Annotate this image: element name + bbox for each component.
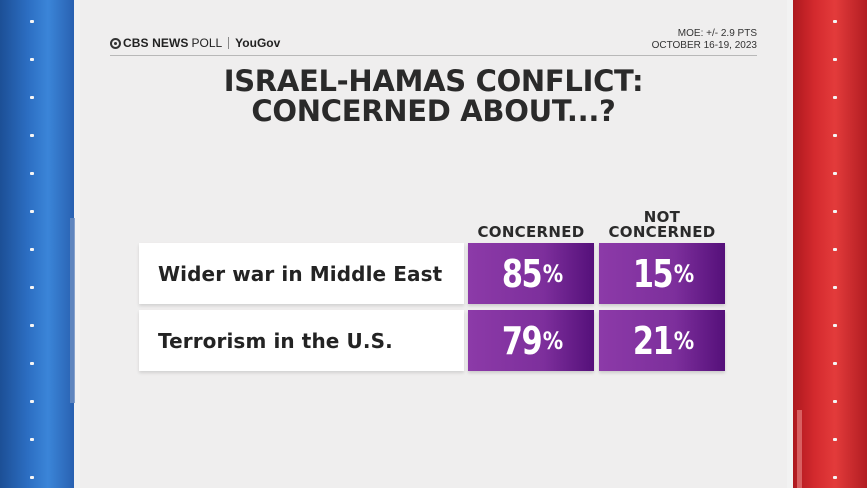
column-header: NOT CONCERNED xyxy=(599,210,725,240)
stripe-pin xyxy=(30,324,34,327)
stripe-pin xyxy=(30,248,34,251)
stripe-pin xyxy=(833,58,837,61)
percent-sign: % xyxy=(543,259,564,288)
left-stripe-edge xyxy=(74,0,80,488)
stripe-pin xyxy=(30,20,34,23)
poll-panel: CBS NEWS POLL YouGov MOE: +/- 2.9 PTS OC… xyxy=(80,0,787,488)
row-label: Terrorism in the U.S. xyxy=(139,310,464,371)
row-label-text: Wider war in Middle East xyxy=(158,261,443,286)
stripe-pin xyxy=(30,96,34,99)
header-divider xyxy=(110,55,757,56)
stripe-pin xyxy=(833,476,837,479)
row-label: Wider war in Middle East xyxy=(139,243,464,304)
stripe-pin xyxy=(833,210,837,213)
value-number: 79 xyxy=(501,318,542,363)
stripe-pin xyxy=(833,248,837,251)
cbs-news-poll-logo: CBS NEWS POLL YouGov xyxy=(110,35,280,51)
margin-of-error: MOE: +/- 2.9 PTS xyxy=(677,28,757,39)
value-cell: 85% xyxy=(468,243,594,304)
stripe-pin xyxy=(30,172,34,175)
stripe-pin xyxy=(30,438,34,441)
stripe-pin xyxy=(30,134,34,137)
poll-dates: OCTOBER 16-19, 2023 xyxy=(651,40,757,51)
left-stripe-decoration xyxy=(0,0,80,488)
brand-cbs-text: CBS NEWS xyxy=(123,36,189,50)
chart-title: ISRAEL-HAMAS CONFLICT: CONCERNED ABOUT..… xyxy=(80,66,787,126)
brand-poll-text: POLL xyxy=(191,36,223,50)
stripe-pin xyxy=(30,210,34,213)
stripe-pin xyxy=(833,438,837,441)
column-header: CONCERNED xyxy=(468,225,594,240)
right-stripe-bar xyxy=(797,410,802,488)
row-label-text: Terrorism in the U.S. xyxy=(158,328,393,353)
column-header-line: NOT xyxy=(643,208,681,226)
stripe-pin xyxy=(30,286,34,289)
value-cell: 21% xyxy=(599,310,725,371)
stripe-pin xyxy=(833,172,837,175)
percent-sign: % xyxy=(674,326,695,355)
yougov-logo: YouGov xyxy=(235,36,281,50)
title-line-1: ISRAEL-HAMAS CONFLICT: xyxy=(223,64,644,98)
percent-sign: % xyxy=(543,326,564,355)
column-header-line: CONCERNED xyxy=(477,223,585,241)
title-line-2: CONCERNED ABOUT...? xyxy=(251,94,616,128)
stripe-pin xyxy=(30,362,34,365)
right-stripe-decoration xyxy=(787,0,867,488)
left-stripe-bar xyxy=(70,218,75,403)
value-cell: 79% xyxy=(468,310,594,371)
brand-separator xyxy=(228,37,230,49)
stripe-pin xyxy=(833,324,837,327)
right-stripe-edge xyxy=(787,0,793,488)
stripe-pin xyxy=(833,400,837,403)
stripe-pin xyxy=(30,58,34,61)
stripe-pin xyxy=(833,362,837,365)
value-number: 15 xyxy=(632,251,673,296)
stripe-pin xyxy=(833,20,837,23)
stripe-pin xyxy=(30,476,34,479)
stripe-pin xyxy=(833,134,837,137)
value-number: 21 xyxy=(632,318,673,363)
column-header-line: CONCERNED xyxy=(608,223,716,241)
stripe-pin xyxy=(833,286,837,289)
stripe-pin xyxy=(833,96,837,99)
cbs-eye-icon xyxy=(110,37,121,49)
value-number: 85 xyxy=(501,251,542,296)
poll-meta: MOE: +/- 2.9 PTS OCTOBER 16-19, 2023 xyxy=(652,28,757,52)
stripe-pin xyxy=(30,400,34,403)
percent-sign: % xyxy=(674,259,695,288)
value-cell: 15% xyxy=(599,243,725,304)
